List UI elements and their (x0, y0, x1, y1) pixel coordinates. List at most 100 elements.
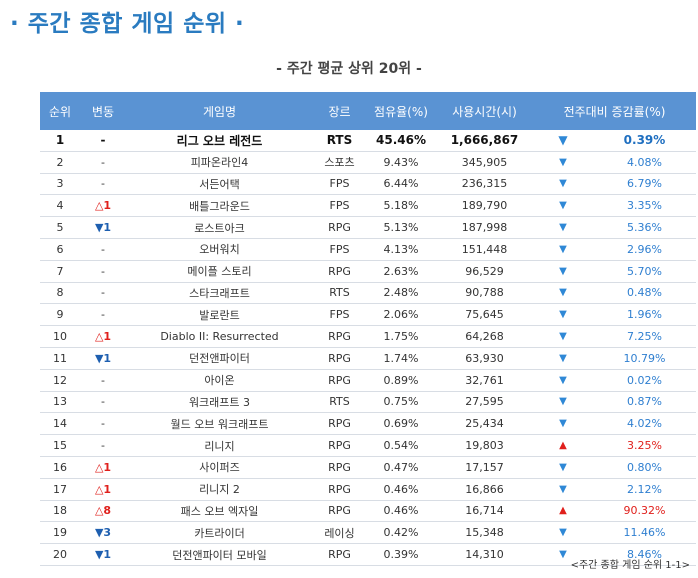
share-cell: 2.63% (366, 260, 436, 283)
change-cell: 90.32% (593, 500, 696, 523)
hours-cell: 19,803 (436, 434, 533, 457)
hours-cell: 96,529 (436, 260, 533, 283)
move-cell: ▼1 (80, 347, 126, 370)
change-cell: 3.35% (593, 194, 696, 218)
header-share: 점유율(%) (366, 92, 436, 130)
table-body: 1- 리그 오브 레전드 RTS 45.46% 1,666,867 ▼ 0.39% 2- 피파온… (40, 130, 696, 566)
trend-icon: ▼ (533, 325, 593, 348)
rank-cell: 1 (40, 130, 80, 152)
trend-icon: ▼ (533, 282, 593, 305)
trend-icon: ▼ (533, 194, 593, 218)
genre-cell: RPG (313, 434, 366, 457)
hours-cell: 25,434 (436, 412, 533, 436)
move-cell: △8 (80, 500, 126, 523)
triangle-up-icon: ▲ (559, 505, 567, 517)
share-cell: 6.44% (366, 173, 436, 196)
change-cell: 10.79% (593, 347, 696, 370)
header-move: 변동 (80, 92, 126, 130)
game-name-cell: 월드 오브 워크래프트 (126, 412, 313, 436)
hours-cell: 15,348 (436, 521, 533, 545)
move-cell: - (80, 238, 126, 261)
genre-cell: FPS (313, 173, 366, 196)
page-title: · 주간 종합 게임 순위 · (10, 11, 245, 37)
move-cell: - (80, 412, 126, 436)
rank-cell: 16 (40, 456, 80, 479)
rank-cell: 13 (40, 391, 80, 414)
genre-cell: FPS (313, 194, 366, 218)
trend-icon: ▼ (533, 347, 593, 370)
change-cell: 2.12% (593, 478, 696, 501)
triangle-down-icon: ▼ (559, 418, 567, 430)
move-cell: - (80, 369, 126, 392)
share-cell: 5.18% (366, 194, 436, 218)
hours-cell: 1,666,867 (436, 130, 533, 152)
triangle-down-icon: ▼ (559, 265, 567, 277)
game-name-cell: 발로란트 (126, 303, 313, 327)
header-rank: 순위 (40, 92, 80, 130)
triangle-down-icon: ▼ (559, 287, 567, 299)
game-name-cell: 사이퍼즈 (126, 456, 313, 479)
triangle-down-icon: ▼ (559, 352, 567, 364)
share-cell: 5.13% (366, 216, 436, 239)
game-name-cell: 메이플 스토리 (126, 260, 313, 283)
change-cell: 8.46% (593, 543, 696, 566)
rank-cell: 7 (40, 260, 80, 283)
hours-cell: 14,310 (436, 543, 533, 566)
hours-cell: 63,930 (436, 347, 533, 370)
change-cell: 7.25% (593, 325, 696, 348)
game-name-cell: 리그 오브 레전드 (126, 130, 313, 152)
share-cell: 0.54% (366, 434, 436, 457)
hours-cell: 27,595 (436, 391, 533, 414)
move-cell: - (80, 173, 126, 196)
move-cell: - (80, 391, 126, 414)
rank-cell: 20 (40, 543, 80, 566)
table-row: 17 △1 리니지 2 RPG 0.46% 16,866 ▼ 2.12% (40, 478, 696, 501)
game-name-cell: 던전앤파이터 (126, 347, 313, 370)
rank-cell: 3 (40, 173, 80, 196)
header-game-name: 게임명 (126, 92, 313, 130)
move-cell: ▼3 (80, 521, 126, 545)
move-cell: - (80, 282, 126, 305)
table-row: 3- 서든어택 FPS 6.44% 236,315 ▼ 6.79% (40, 173, 696, 196)
game-name-cell: 카트라이더 (126, 521, 313, 545)
genre-cell: FPS (313, 238, 366, 261)
trend-icon: ▼ (533, 238, 593, 261)
header-change: 전주대비 증감률(%) (533, 92, 696, 130)
change-cell: 1.96% (593, 303, 696, 327)
share-cell: 9.43% (366, 151, 436, 174)
genre-cell: RPG (313, 500, 366, 523)
genre-cell: RPG (313, 216, 366, 239)
triangle-down-icon: ▼ (559, 527, 567, 539)
genre-cell: 레이싱 (313, 521, 366, 545)
rank-cell: 12 (40, 369, 80, 392)
hours-cell: 189,790 (436, 194, 533, 218)
table-row: 11 ▼1 던전앤파이터 RPG 1.74% 63,930 ▼ 10.79% (40, 347, 696, 370)
game-name-cell: 서든어택 (126, 173, 313, 196)
genre-cell: RPG (313, 325, 366, 348)
triangle-down-icon: ▼ (559, 374, 567, 386)
table-row: 7- 메이플 스토리 RPG 2.63% 96,529 ▼ 5.70% (40, 260, 696, 283)
trend-icon: ▼ (533, 543, 593, 566)
trend-icon: ▼ (533, 173, 593, 196)
genre-cell: 스포츠 (313, 151, 366, 174)
genre-cell: RPG (313, 543, 366, 566)
table-row: 8- 스타크래프트 RTS 2.48% 90,788 ▼ 0.48% (40, 282, 696, 305)
triangle-down-icon: ▼ (559, 200, 567, 212)
table-row: 12- 아이온 RPG 0.89% 32,761 ▼ 0.02% (40, 369, 696, 392)
table-row: 14- 월드 오브 워크래프트 RPG 0.69% 25,434 ▼ 4.02% (40, 412, 696, 436)
game-name-cell: Diablo II: Resurrected (126, 325, 313, 348)
change-cell: 4.02% (593, 412, 696, 436)
rank-cell: 4 (40, 194, 80, 218)
share-cell: 4.13% (366, 238, 436, 261)
table-row: 10 △1 Diablo II: Resurrected RPG 1.75% 64,268… (40, 325, 696, 348)
change-cell: 6.79% (593, 173, 696, 196)
table-row: 5 ▼1 로스트아크 RPG 5.13% 187,998 ▼ 5.36% (40, 216, 696, 239)
hours-cell: 64,268 (436, 325, 533, 348)
game-name-cell: 스타크래프트 (126, 282, 313, 305)
genre-cell: RPG (313, 456, 366, 479)
move-cell: ▼1 (80, 216, 126, 239)
change-cell: 5.36% (593, 216, 696, 239)
hours-cell: 236,315 (436, 173, 533, 196)
rank-cell: 8 (40, 282, 80, 305)
trend-icon: ▲ (533, 500, 593, 523)
